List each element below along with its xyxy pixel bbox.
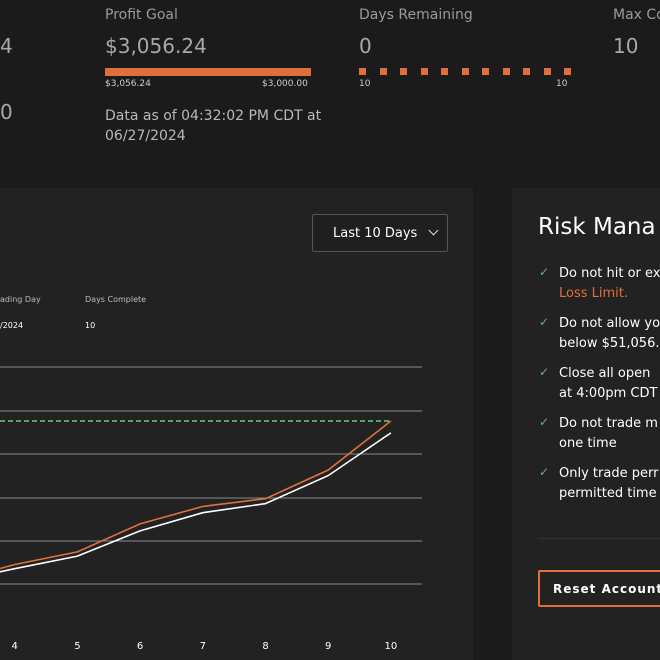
series-line-1	[0, 420, 392, 570]
series-line-2	[0, 432, 392, 573]
check-icon: ✓	[539, 415, 550, 429]
profit-goal-progress-bar	[105, 68, 311, 76]
risk-rule-line2: one time	[559, 436, 617, 451]
stat-partial-top: 4	[0, 34, 13, 58]
check-icon: ✓	[539, 265, 550, 279]
range-select-value: Last 10 Days	[333, 225, 418, 241]
days-remaining-value: 0	[359, 34, 372, 58]
check-icon: ✓	[539, 465, 550, 479]
day-dot	[482, 68, 489, 75]
x-tick-label: 7	[199, 641, 206, 652]
risk-rule-line1: Close all open	[559, 366, 651, 381]
day-dot	[564, 68, 571, 75]
days-complete-value: 10	[85, 321, 96, 330]
risk-panel-title: Risk Mana	[538, 214, 656, 240]
day-dot	[400, 68, 407, 75]
day-dot	[441, 68, 448, 75]
trading-day-label: ading Day	[0, 295, 41, 304]
x-tick-label: 6	[136, 641, 144, 652]
risk-rule-line1: Do not allow yo	[559, 316, 660, 331]
profit-goal-value: $3,056.24	[105, 34, 207, 58]
equity-chart	[0, 366, 422, 585]
chevron-down-icon	[428, 225, 439, 236]
max-stat-value: 10	[613, 34, 639, 58]
trading-day-value: /2024	[0, 321, 24, 330]
risk-rule-line1: Only trade perr	[559, 466, 659, 481]
risk-rule-line2: below $51,056.2	[559, 336, 660, 351]
days-remaining-max-label: 10	[556, 79, 568, 89]
data-as-of-line1: Data as of 04:32:02 PM CDT at	[105, 108, 322, 124]
days-remaining-min-label: 10	[359, 79, 371, 89]
check-icon: ✓	[539, 315, 550, 329]
risk-rule-line1: Do not trade m	[559, 416, 658, 431]
risk-rule-line1: Do not hit or ex	[559, 266, 660, 281]
stat-partial-bottom: 0	[0, 100, 13, 124]
reset-account-label: Reset Account	[553, 581, 660, 596]
x-tick-label: 8	[262, 641, 269, 652]
x-tick-label: 10	[384, 641, 398, 652]
day-dot	[359, 68, 366, 75]
risk-rule-line2: Loss Limit.	[559, 286, 629, 301]
profit-goal-label: Profit Goal	[105, 7, 178, 23]
risk-rule-line2: permitted time	[559, 486, 657, 501]
x-tick-label: 5	[74, 641, 81, 652]
day-dot	[379, 68, 387, 75]
profit-goal-min-label: $3,056.24	[105, 79, 151, 89]
day-dot	[461, 68, 469, 75]
days-remaining-label: Days Remaining	[359, 7, 473, 23]
day-dot	[502, 68, 510, 75]
day-dot	[420, 68, 428, 75]
days-complete-label: Days Complete	[85, 295, 147, 304]
data-as-of-line2: 06/27/2024	[105, 128, 186, 144]
day-dot	[543, 68, 551, 75]
range-select[interactable]: Last 10 Days	[312, 214, 448, 252]
risk-divider	[538, 538, 660, 539]
x-tick-label: 9	[325, 641, 332, 652]
risk-rule-line2: at 4:00pm CDT	[559, 386, 658, 401]
risk-panel	[512, 188, 660, 660]
reset-account-button[interactable]: Reset Account	[538, 570, 660, 607]
day-dot	[523, 68, 530, 75]
profit-goal-max-label: $3,000.00	[262, 79, 308, 89]
check-icon: ✓	[539, 365, 550, 379]
max-stat-label: Max Co	[613, 7, 660, 23]
chart-panel	[0, 188, 473, 660]
x-tick-label: 4	[11, 641, 18, 652]
